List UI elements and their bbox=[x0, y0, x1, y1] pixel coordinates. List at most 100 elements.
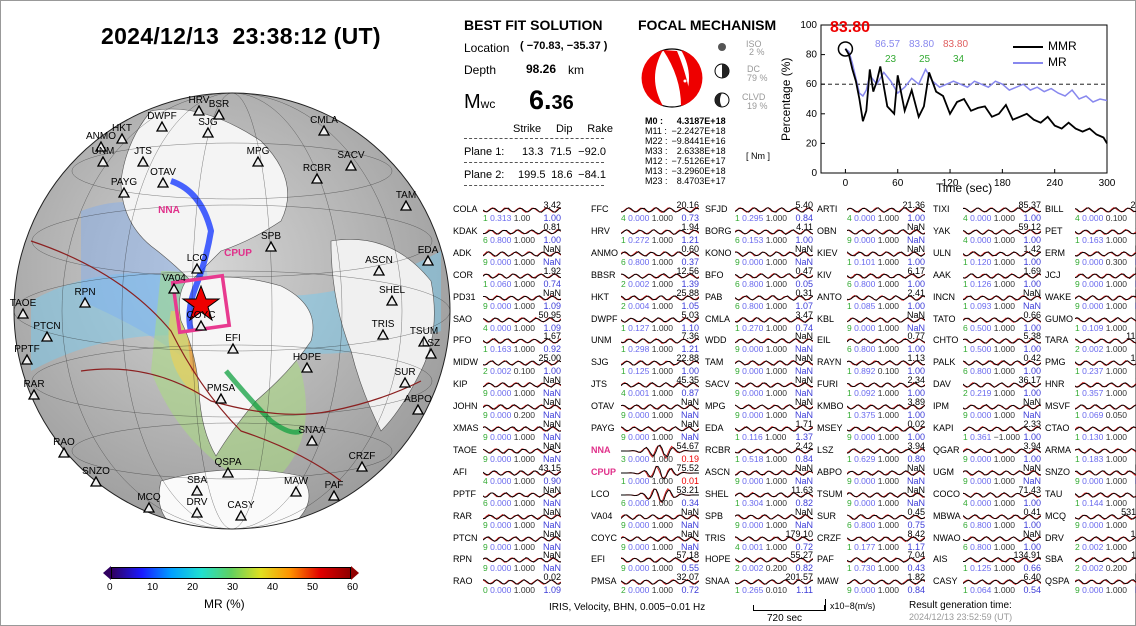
waveform-flag: 1 bbox=[735, 497, 743, 508]
waveform-flag: 4 bbox=[847, 213, 855, 223]
waveform-flag: 1 bbox=[847, 366, 855, 377]
waveform-cell: KDAK 0.81 6 0.800 1.000 1.00 bbox=[453, 222, 561, 245]
plane-headers: Strike Dip Rake bbox=[513, 123, 613, 135]
waveform-shift: 0.800 bbox=[742, 278, 766, 289]
waveform-variance: 0.19 bbox=[681, 453, 699, 464]
plate-boundaries bbox=[30, 240, 422, 482]
waveform-station-code: MPG bbox=[705, 401, 726, 412]
waveform-weight: 0.300 bbox=[1105, 256, 1128, 267]
waveform-amplitude: 22.88 bbox=[676, 353, 699, 364]
waveform-weight: 1.000 bbox=[765, 278, 788, 289]
waveform-cell: EDA 1.71 1 0.116 1.000 1.37 bbox=[705, 419, 813, 442]
waveform-weight: 1.000 bbox=[1105, 541, 1128, 552]
waveform-stats: 6 0.800 1.000 bbox=[963, 366, 1015, 376]
waveform-trace bbox=[483, 272, 561, 279]
waveform-station-code: BILL bbox=[1045, 204, 1064, 214]
waveform-flag: 1 bbox=[1075, 432, 1083, 442]
waveform-trace bbox=[1075, 228, 1136, 235]
waveform-shift: 0.800 bbox=[490, 234, 514, 245]
waveform-variance: 1.00 bbox=[1023, 256, 1041, 267]
waveform-weight: 1.000 bbox=[765, 541, 788, 552]
waveform-station-code: PPTF bbox=[453, 488, 477, 499]
waveform-shift: 0.000 bbox=[742, 366, 766, 377]
waveform-variance: 0.72 bbox=[681, 585, 699, 596]
waveform-amplitude: NaN bbox=[794, 397, 813, 408]
waveform-shift: 0.000 bbox=[854, 497, 878, 508]
x-tick-label: 0 bbox=[843, 178, 849, 189]
depth-value: 98.26 bbox=[526, 62, 557, 76]
iso-label: ISO bbox=[746, 39, 762, 49]
waveform-cell: AIS 134.91 1 0.125 1.000 0.66 bbox=[933, 550, 1041, 573]
mr-chart: 0 60 120 180 240 300 0 20 40 60 80 100 bbox=[800, 20, 1115, 189]
waveform-station-code: MBWA bbox=[933, 510, 961, 521]
station-marker bbox=[190, 262, 204, 274]
south-america-landmass bbox=[179, 276, 314, 457]
waveform-shift: 0.000 bbox=[1082, 300, 1106, 311]
tensor-unit: [ Nm ] bbox=[746, 151, 770, 161]
waveform-cell: PAB 0.31 6 0.800 1.000 1.07 bbox=[705, 287, 813, 311]
waveform-variance: 0.74 bbox=[795, 322, 813, 333]
waveform-shift: 0.126 bbox=[970, 278, 994, 289]
station-label: EDA bbox=[418, 245, 439, 256]
waveform-trace bbox=[1075, 535, 1136, 542]
waveform-stats: 1 0.518 1.000 bbox=[735, 454, 787, 464]
waveform-variance: 0.90 bbox=[543, 475, 561, 486]
station-label: UNM bbox=[92, 146, 115, 157]
waveform-shift: 0.800 bbox=[854, 344, 878, 355]
waveform-weight: 1.000 bbox=[513, 344, 536, 355]
waveform-flag: 9 bbox=[847, 234, 855, 245]
waveform-amplitude: NaN bbox=[1022, 397, 1041, 408]
waveform-amplitude: 5.40 bbox=[795, 200, 813, 210]
waveform-amplitude: 55.27 bbox=[790, 550, 813, 561]
station-marker bbox=[300, 361, 314, 373]
waveform-stats: 1 0.313 1.00 bbox=[483, 213, 530, 223]
waveform-shift: 0.000 bbox=[854, 322, 878, 333]
waveform-amplitude: 57.18 bbox=[676, 550, 699, 561]
waveform-weight: 1.000 bbox=[765, 388, 788, 399]
waveform-amplitude: 134.91 bbox=[1013, 550, 1041, 561]
waveform-trace bbox=[963, 360, 1041, 367]
waveform-flag: 9 bbox=[735, 344, 743, 355]
waveform-weight: 1.000 bbox=[1105, 366, 1128, 377]
waveform-trace bbox=[483, 426, 561, 433]
waveform-amplitude: NaN bbox=[794, 375, 813, 386]
waveform-flag: 1 bbox=[963, 344, 971, 355]
station-label: TAOE bbox=[10, 298, 37, 309]
waveform-station-code: DWPF bbox=[591, 313, 618, 324]
station-marker bbox=[305, 434, 319, 446]
waveform-amplitude: 25.88 bbox=[676, 287, 699, 298]
waveform-amplitude: 0.31 bbox=[795, 287, 813, 298]
waveform-cell: HKT 25.88 2 0.004 1.000 1.05 bbox=[591, 287, 699, 311]
station-marker bbox=[310, 172, 324, 184]
waveform-flag: 6 bbox=[963, 322, 971, 333]
waveform-station-code: CTAO bbox=[1045, 423, 1070, 433]
waveform-amplitude: NaN bbox=[906, 243, 925, 254]
waveform-station-code: JOHN bbox=[453, 401, 478, 412]
mr-colorbar bbox=[111, 567, 351, 579]
waveform-trace bbox=[1075, 579, 1136, 586]
waveform-weight: 1.000 bbox=[513, 497, 536, 508]
amp-unit: x10−8(m/s) bbox=[830, 601, 876, 611]
waveform-shift: 0.000 bbox=[854, 213, 878, 223]
station-marker bbox=[142, 501, 156, 513]
event-datetime: 2024/12/13 23:38:12 (UT) bbox=[101, 23, 381, 49]
waveform-variance: 1.39 bbox=[681, 278, 699, 289]
waveform-stats: 2 0.219 1.000 bbox=[963, 388, 1015, 398]
waveform-shift: 0.177 bbox=[854, 541, 878, 552]
waveform-shift: 0.120 bbox=[970, 256, 994, 267]
waveform-flag: 9 bbox=[847, 432, 855, 442]
waveform-trace bbox=[1075, 557, 1136, 564]
waveform-stats: 9 0.000 1.000 bbox=[621, 563, 673, 573]
waveform-flag: 9 bbox=[963, 410, 971, 421]
waveform-flag: 3 bbox=[621, 453, 629, 464]
waveform-amplitude: NaN bbox=[794, 331, 813, 342]
waveform-station-code: TAU bbox=[1045, 488, 1063, 499]
waveform-trace bbox=[735, 207, 813, 213]
waveform-weight: 1.000 bbox=[513, 278, 536, 289]
waveform-trace bbox=[847, 316, 925, 323]
colorbar-tick: 40 bbox=[267, 582, 279, 593]
waveform-shift: 0.000 bbox=[854, 585, 878, 596]
